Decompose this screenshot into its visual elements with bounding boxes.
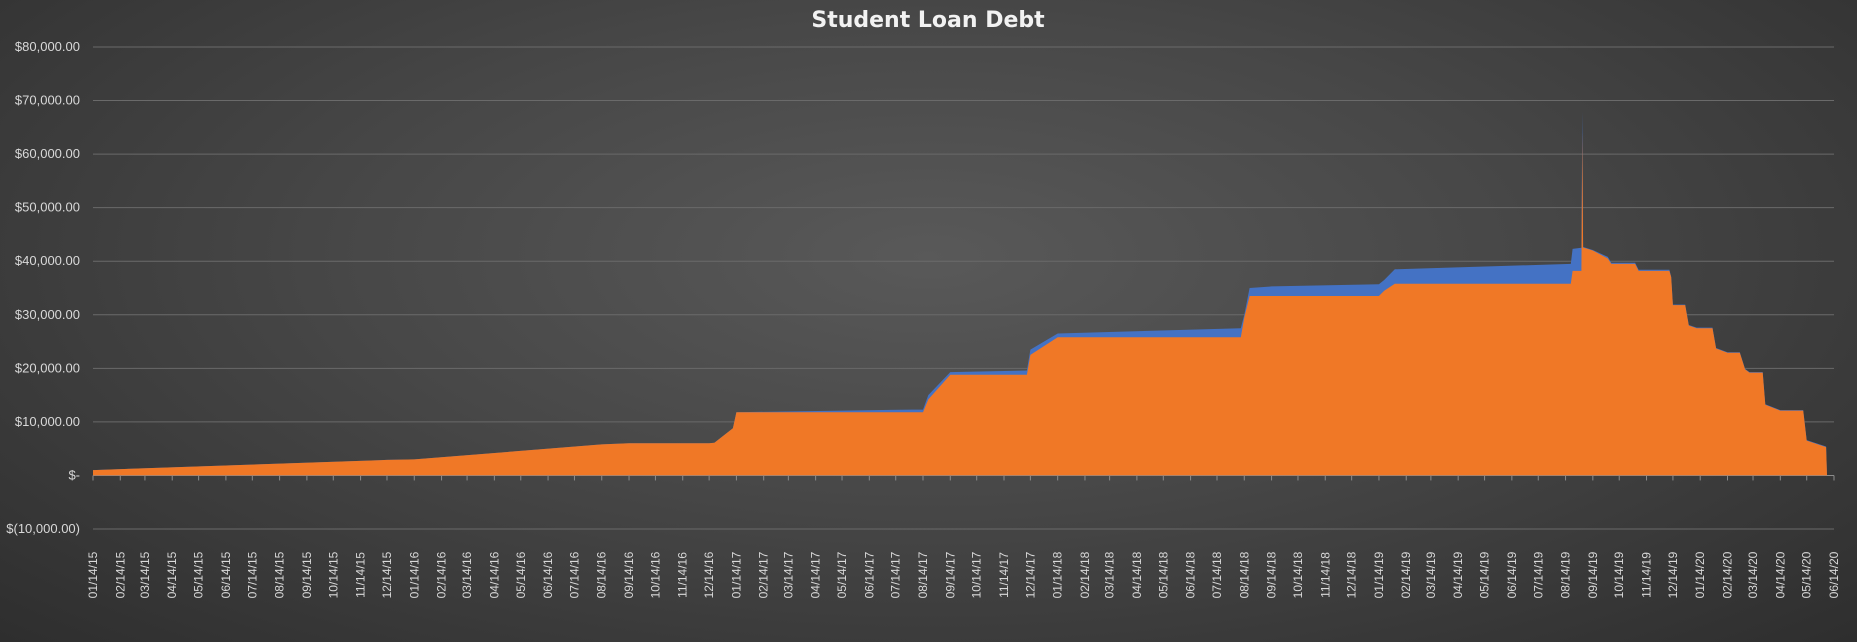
x-tick-label: 07/14/16 <box>567 551 581 598</box>
x-tick-label: 07/14/18 <box>1210 551 1224 598</box>
x-tick-label: 12/14/16 <box>702 551 716 598</box>
y-tick-label: $50,000.00 <box>15 200 80 215</box>
x-tick-label: 01/14/15 <box>86 551 100 598</box>
x-tick-label: 10/14/19 <box>1612 551 1626 598</box>
plot-area <box>93 111 1827 476</box>
chart-title: Student Loan Debt <box>811 8 1045 33</box>
x-tick-label: 03/14/18 <box>1103 551 1117 598</box>
y-tick-label: $80,000.00 <box>15 39 80 54</box>
x-tick-label: 08/14/16 <box>595 551 609 598</box>
x-tick-label: 10/14/18 <box>1291 551 1305 598</box>
x-tick-label: 08/14/19 <box>1559 551 1573 598</box>
x-axis: 01/14/15 02/14/15 03/14/15 04/14/15 05/14/15… <box>86 475 1841 598</box>
x-tick-label: 03/14/15 <box>138 551 152 598</box>
x-tick-label: 03/14/16 <box>460 551 474 598</box>
x-tick-label: 10/14/17 <box>970 551 984 598</box>
x-tick-label: 12/14/15 <box>380 551 394 598</box>
x-tick-label: 07/14/15 <box>245 551 259 598</box>
y-tick-label: $20,000.00 <box>15 360 80 375</box>
x-tick-label: 05/14/17 <box>835 551 849 598</box>
series-1-area <box>93 132 1827 476</box>
x-tick-label: 08/14/17 <box>916 551 930 598</box>
gridlines <box>93 46 1834 530</box>
x-tick-label: 09/14/18 <box>1265 551 1279 598</box>
x-tick-label: 04/14/20 <box>1773 551 1787 598</box>
x-tick-label: 03/14/19 <box>1424 551 1438 598</box>
x-tick-label: 03/14/17 <box>781 551 795 598</box>
x-tick-label: 05/14/15 <box>192 551 206 598</box>
x-tick-label: 11/14/15 <box>354 552 368 598</box>
x-tick-label: 07/14/19 <box>1531 551 1545 598</box>
x-tick-label: 11/14/19 <box>1640 552 1654 598</box>
x-tick-label: 06/14/19 <box>1505 551 1519 598</box>
x-tick-label: 12/14/19 <box>1666 551 1680 598</box>
x-tick-label: 04/14/16 <box>487 551 501 598</box>
y-axis: $80,000.00 $70,000.00 $60,000.00 $50,000.00… <box>6 39 80 536</box>
y-tick-label: $(10,000.00) <box>6 521 80 536</box>
x-tick-label: 05/14/16 <box>514 551 528 598</box>
x-tick-label: 11/14/16 <box>676 552 690 598</box>
x-tick-label: 05/14/19 <box>1478 551 1492 598</box>
y-tick-label: $10,000.00 <box>15 414 80 429</box>
x-tick-label: 08/14/18 <box>1237 551 1251 598</box>
x-tick-label: 05/14/20 <box>1800 551 1814 598</box>
x-tick-label: 03/14/20 <box>1746 551 1760 598</box>
x-tick-label: 12/14/18 <box>1345 551 1359 598</box>
y-tick-label: $40,000.00 <box>15 253 80 268</box>
x-tick-label: 04/14/19 <box>1451 551 1465 598</box>
x-tick-label: 06/14/18 <box>1184 551 1198 598</box>
x-tick-label: 06/14/17 <box>862 551 876 598</box>
x-tick-label: 08/14/15 <box>273 551 287 598</box>
x-tick-label: 06/14/15 <box>219 551 233 598</box>
x-tick-label: 11/14/17 <box>997 552 1011 598</box>
x-tick-label: 07/14/17 <box>889 551 903 598</box>
x-tick-label: 01/14/17 <box>729 551 743 598</box>
x-tick-label: 02/14/20 <box>1720 551 1734 598</box>
x-tick-label: 06/14/16 <box>541 551 555 598</box>
x-tick-label: 06/14/20 <box>1827 551 1841 598</box>
y-tick-label: $30,000.00 <box>15 307 80 322</box>
x-tick-label: 09/14/15 <box>300 551 314 598</box>
x-tick-label: 01/14/19 <box>1372 551 1386 598</box>
y-tick-label: $70,000.00 <box>15 93 80 108</box>
y-tick-label: $60,000.00 <box>15 146 80 161</box>
x-tick-label: 11/14/18 <box>1318 552 1332 598</box>
x-tick-label: 09/14/19 <box>1586 551 1600 598</box>
x-tick-label: 02/14/19 <box>1399 551 1413 598</box>
x-tick-label: 01/14/18 <box>1051 551 1065 598</box>
x-tick-label: 04/14/18 <box>1130 551 1144 598</box>
x-tick-label: 04/14/17 <box>809 551 823 598</box>
x-tick-label: 05/14/18 <box>1156 551 1170 598</box>
x-tick-label: 01/14/20 <box>1693 551 1707 598</box>
x-tick-label: 02/14/16 <box>435 551 449 598</box>
x-tick-label: 10/14/15 <box>326 551 340 598</box>
x-tick-label: 04/14/15 <box>165 551 179 598</box>
x-tick-label: 09/14/17 <box>943 551 957 598</box>
x-tick-label: 02/14/17 <box>757 551 771 598</box>
x-tick-label: 10/14/16 <box>648 551 662 598</box>
x-tick-label: 12/14/17 <box>1023 551 1037 598</box>
x-tick-label: 02/14/18 <box>1078 551 1092 598</box>
x-tick-label: 02/14/15 <box>113 551 127 598</box>
x-tick-label: 01/14/16 <box>407 551 421 598</box>
x-tick-label: 09/14/16 <box>622 551 636 598</box>
y-tick-label: $- <box>68 467 80 482</box>
